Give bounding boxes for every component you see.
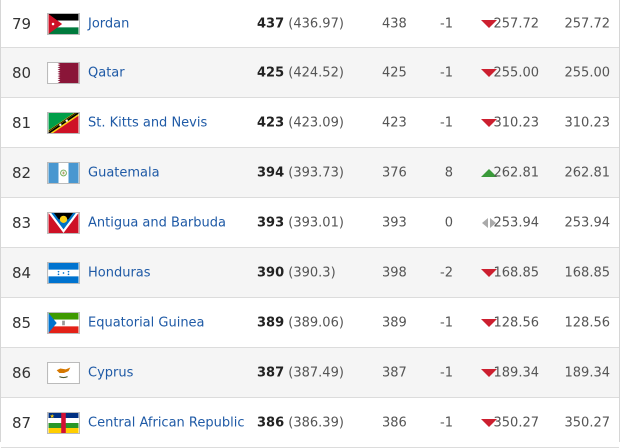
average-points: 253.94: [493, 215, 540, 230]
total-points: 394 (393.73): [257, 165, 344, 180]
rank-change: -2: [440, 265, 453, 280]
total-points: 390 (390.3): [257, 265, 336, 280]
rank: 81: [12, 113, 32, 132]
rank: 79: [12, 14, 32, 33]
previous-points: 425: [382, 65, 407, 80]
average-points-weighted: 253.94: [564, 215, 611, 230]
team-link[interactable]: Jordan: [88, 16, 130, 31]
average-points: 189.34: [493, 365, 540, 380]
total-points: 425 (424.52): [257, 65, 344, 80]
rank-change: -1: [440, 115, 453, 130]
rank-change: -1: [440, 65, 453, 80]
team-link[interactable]: Guatemala: [88, 165, 160, 180]
down-arrow-icon: [481, 317, 497, 329]
table-row: 79 Jordan 437 (436.97) 438 -1 257.72 257…: [1, 0, 619, 48]
total-points: 386 (386.39): [257, 415, 344, 430]
previous-points: 398: [382, 265, 407, 280]
average-points-weighted: 257.72: [564, 16, 611, 31]
previous-points: 386: [382, 415, 407, 430]
previous-points: 387: [382, 365, 407, 380]
team-link[interactable]: St. Kitts and Nevis: [88, 115, 208, 130]
team-link[interactable]: Central African Republic: [88, 415, 245, 430]
down-arrow-icon: [481, 67, 497, 79]
average-points-weighted: 262.81: [564, 165, 611, 180]
table-row: 85 Equatorial Guinea 389 (389.06) 389 -1…: [1, 298, 619, 348]
central-african-republic-flag-icon: [47, 411, 80, 434]
total-points: 437 (436.97): [257, 16, 344, 31]
rank: 83: [12, 213, 32, 232]
up-arrow-icon: [481, 167, 497, 179]
cyprus-flag-icon: [47, 361, 80, 384]
team-link[interactable]: Cyprus: [88, 365, 134, 380]
total-points: 423 (423.09): [257, 115, 344, 130]
rank-change: 8: [444, 165, 453, 180]
st-kitts-and-nevis-flag-icon: [47, 111, 80, 134]
honduras-flag-icon: [47, 261, 80, 284]
table-row: 80 Qatar 425 (424.52) 425 -1 255.00 255.…: [1, 48, 619, 98]
rank: 86: [12, 363, 32, 382]
average-points: 255.00: [493, 65, 540, 80]
average-points-weighted: 350.27: [564, 415, 611, 430]
no-change-arrows-icon: [481, 217, 497, 229]
antigua-and-barbuda-flag-icon: [47, 211, 80, 234]
rank: 82: [12, 163, 32, 182]
average-points-weighted: 310.23: [564, 115, 611, 130]
rank-change: -1: [440, 415, 453, 430]
average-points: 128.56: [493, 315, 540, 330]
table-row: 83 Antigua and Barbuda 393 (393.01) 393 …: [1, 198, 619, 248]
rank: 80: [12, 63, 32, 82]
qatar-flag-icon: [47, 61, 80, 84]
rank: 85: [12, 313, 32, 332]
average-points: 262.81: [493, 165, 540, 180]
total-points: 389 (389.06): [257, 315, 344, 330]
table-row: 86 Cyprus 387 (387.49) 387 -1 189.34 189…: [1, 348, 619, 398]
jordan-flag-icon: [47, 12, 80, 35]
average-points: 168.85: [493, 265, 540, 280]
average-points-weighted: 128.56: [564, 315, 611, 330]
down-arrow-icon: [481, 18, 497, 30]
average-points: 310.23: [493, 115, 540, 130]
equatorial-guinea-flag-icon: [47, 311, 80, 334]
team-link[interactable]: Honduras: [88, 265, 151, 280]
down-arrow-icon: [481, 267, 497, 279]
guatemala-flag-icon: [47, 161, 80, 184]
table-row: 84 Honduras 390 (390.3) 398 -2 168.85 16…: [1, 248, 619, 298]
team-link[interactable]: Antigua and Barbuda: [88, 215, 226, 230]
previous-points: 423: [382, 115, 407, 130]
average-points-weighted: 255.00: [564, 65, 611, 80]
team-link[interactable]: Qatar: [88, 65, 125, 80]
down-arrow-icon: [481, 117, 497, 129]
previous-points: 393: [382, 215, 407, 230]
average-points: 257.72: [493, 16, 540, 31]
previous-points: 389: [382, 315, 407, 330]
down-arrow-icon: [481, 367, 497, 379]
total-points: 393 (393.01): [257, 215, 344, 230]
rank: 87: [12, 413, 32, 432]
rank-change: -1: [440, 315, 453, 330]
total-points: 387 (387.49): [257, 365, 344, 380]
previous-points: 438: [382, 16, 407, 31]
average-points: 350.27: [493, 415, 540, 430]
average-points-weighted: 168.85: [564, 265, 611, 280]
average-points-weighted: 189.34: [564, 365, 611, 380]
down-arrow-icon: [481, 417, 497, 429]
table-row: 82 Guatemala 394 (393.73) 376 8 262.81 2…: [1, 148, 619, 198]
rank-change: 0: [444, 215, 453, 230]
table-row: 81 St. Kitts and Nevis 423 (423.09) 423 …: [1, 98, 619, 148]
team-link[interactable]: Equatorial Guinea: [88, 315, 205, 330]
table-row: 87 Central African Republic 386 (386.39)…: [1, 398, 619, 448]
rank-change: -1: [440, 365, 453, 380]
rank-change: -1: [440, 16, 453, 31]
rank: 84: [12, 263, 32, 282]
previous-points: 376: [382, 165, 407, 180]
